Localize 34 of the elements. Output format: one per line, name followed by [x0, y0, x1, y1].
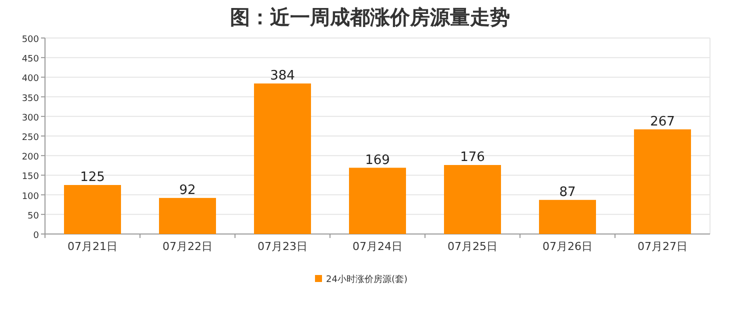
legend-label: 24小时涨价房源(套): [326, 274, 408, 285]
data-label: 176: [460, 150, 485, 166]
data-label: 267: [650, 114, 675, 130]
y-tick-label: 0: [33, 231, 40, 241]
x-tick-label: 07月21日: [68, 240, 118, 253]
bar: [64, 185, 121, 234]
x-tick-label: 07月27日: [638, 240, 688, 253]
data-label: 92: [179, 182, 196, 198]
bar: [254, 83, 311, 234]
y-tick-label: 150: [22, 172, 40, 182]
bar: [349, 168, 406, 234]
chart-title: 图：近一周成都涨价房源量走势: [230, 5, 510, 29]
y-tick-label: 400: [22, 74, 40, 84]
bar: [539, 200, 596, 234]
x-tick-label: 07月25日: [448, 240, 498, 253]
y-tick-label: 250: [22, 133, 40, 143]
y-tick-label: 100: [22, 192, 40, 202]
data-label: 384: [270, 68, 295, 84]
data-label: 125: [80, 170, 105, 185]
bar: [159, 198, 216, 234]
y-tick-label: 200: [22, 152, 40, 163]
y-tick-label: 300: [22, 113, 40, 124]
y-tick-label: 50: [28, 211, 40, 222]
y-tick-label: 450: [22, 54, 40, 65]
y-tick-label: 350: [22, 94, 40, 104]
x-tick-label: 07月26日: [542, 240, 592, 253]
y-tick-label: 500: [22, 35, 40, 45]
data-label: 87: [559, 184, 576, 200]
x-tick-label: 07月23日: [258, 240, 308, 253]
bar: [444, 165, 501, 234]
x-tick-label: 07月22日: [162, 240, 212, 253]
data-label: 169: [365, 152, 390, 168]
x-tick-label: 07月24日: [352, 240, 402, 253]
bar: [634, 129, 691, 234]
